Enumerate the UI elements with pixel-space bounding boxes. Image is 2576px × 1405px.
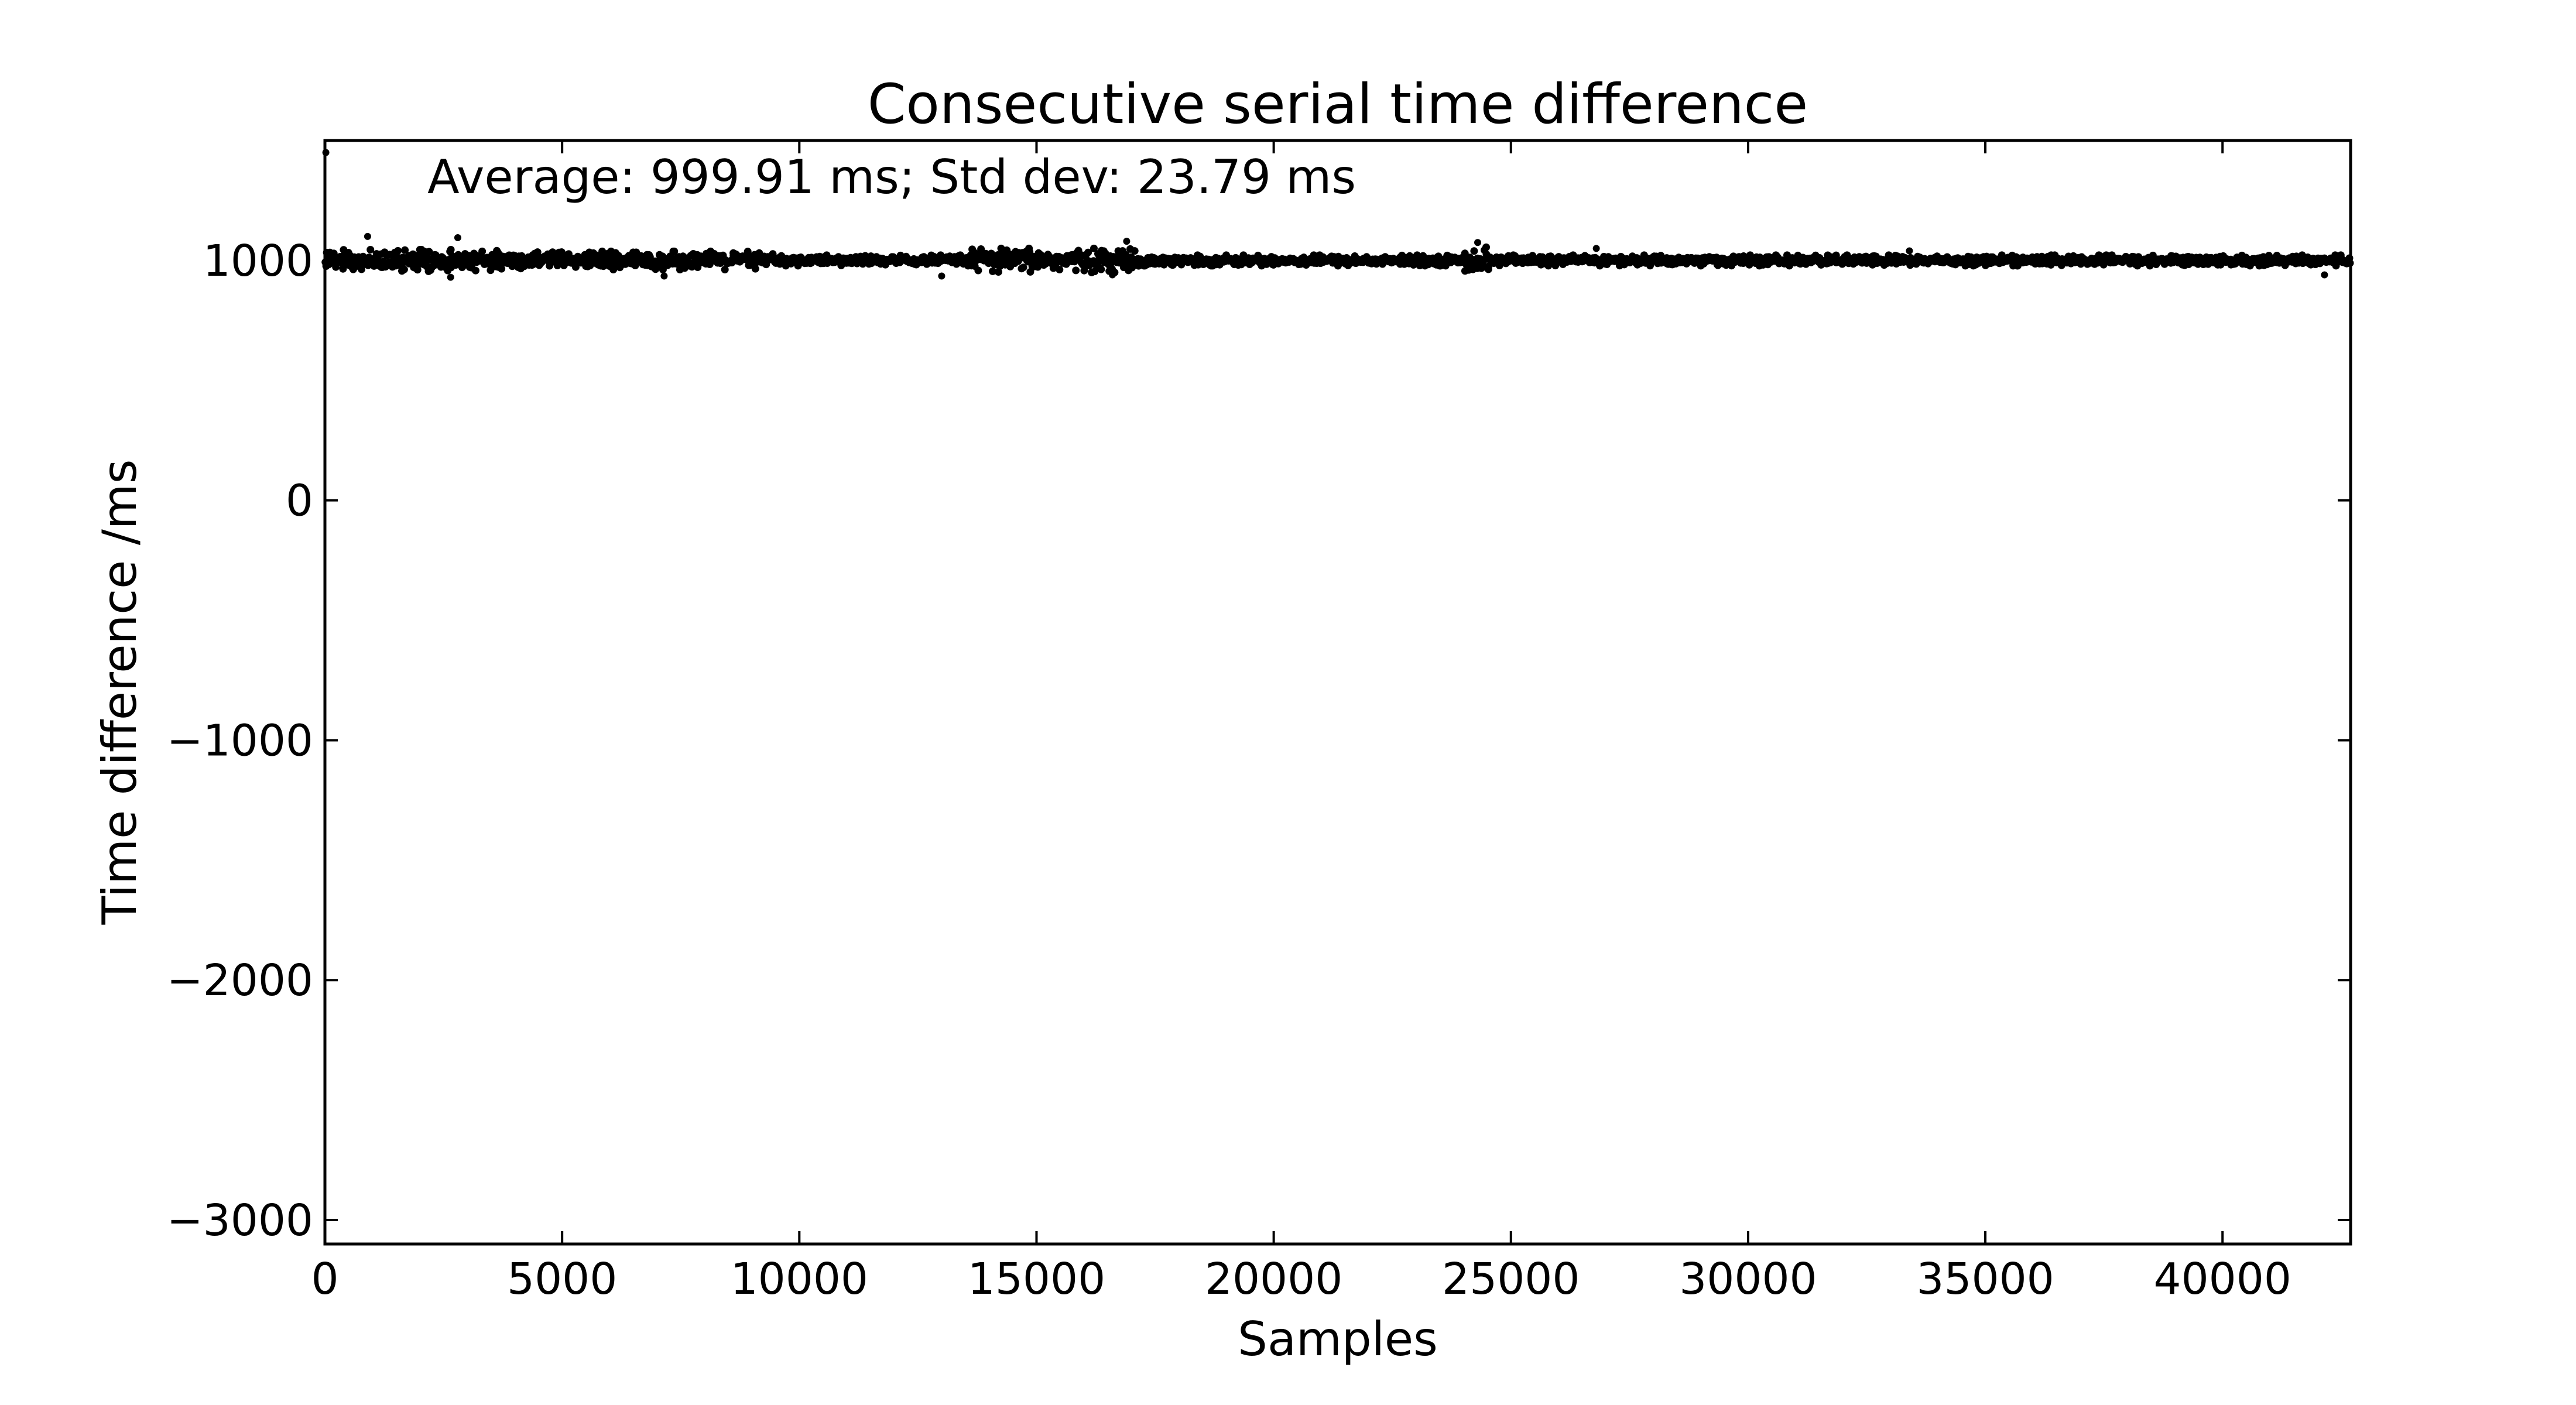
data-point (1019, 263, 1027, 272)
axis-ticks: 0 5000 10000 15000 20000 25000 30000 35000 40000… (167, 140, 2351, 1304)
data-point (1072, 266, 1080, 275)
data-point (447, 246, 455, 253)
data-point (989, 267, 996, 275)
plot-frame (323, 139, 2352, 1246)
x-tick-label: 30000 (1679, 1254, 1817, 1304)
data-point (1080, 266, 1088, 275)
data-point (1131, 247, 1139, 255)
x-tick-label: 15000 (968, 1254, 1105, 1304)
data-point (553, 262, 561, 269)
x-tick-label: 0 (311, 1254, 338, 1304)
data-point (471, 266, 479, 275)
data-point (721, 266, 729, 273)
y-tick-label: −2000 (167, 955, 313, 1006)
outlier-point (2321, 271, 2328, 279)
outlier-point (1474, 239, 1481, 246)
data-point (498, 265, 506, 273)
data-point (751, 265, 759, 273)
data-point (1470, 247, 1478, 255)
outlier-point (364, 232, 371, 240)
data-point (974, 266, 982, 275)
outlier-point (938, 272, 946, 280)
x-tick-label: 25000 (1442, 1254, 1580, 1304)
y-tick-label: −1000 (167, 715, 313, 766)
data-points (321, 149, 2354, 281)
y-axis-label: Time difference /ms (93, 460, 147, 926)
data-point (394, 246, 402, 255)
x-tick-label: 35000 (1916, 1254, 2054, 1304)
data-point (330, 249, 338, 258)
data-point (1084, 248, 1092, 256)
x-tick-label: 40000 (2154, 1254, 2291, 1304)
data-point (401, 246, 409, 254)
data-point (670, 247, 679, 255)
data-point (533, 248, 542, 256)
data-point (1056, 266, 1064, 273)
data-point (339, 265, 347, 273)
data-point (1482, 243, 1490, 251)
outlier-point (1906, 247, 1913, 255)
y-tick-label: 0 (286, 476, 313, 526)
data-point (994, 268, 1002, 276)
data-point (609, 266, 618, 273)
outlier-point (660, 272, 668, 280)
chart-title: Consecutive serial time difference (868, 73, 1808, 136)
outlier-point (1123, 238, 1131, 245)
x-axis-label: Samples (1238, 1312, 1438, 1366)
stats-annotation: Average: 999.91 ms; Std dev: 23.79 ms (427, 150, 1356, 204)
y-tick-label: −3000 (167, 1195, 313, 1246)
data-point (1097, 265, 1105, 273)
data-point (366, 246, 375, 253)
y-tick-label: 1000 (203, 236, 313, 286)
x-tick-label: 10000 (731, 1254, 868, 1304)
data-point (400, 265, 408, 273)
x-tick-label: 5000 (507, 1254, 617, 1304)
outlier-point (454, 234, 461, 241)
outlier-point (1592, 245, 1600, 252)
data-point (478, 247, 487, 255)
x-tick-label: 20000 (1205, 1254, 1342, 1304)
data-point (1090, 244, 1098, 252)
data-point (744, 248, 752, 256)
data-point (518, 252, 526, 260)
outlier-point (1109, 271, 1116, 279)
outlier-point (447, 273, 454, 281)
